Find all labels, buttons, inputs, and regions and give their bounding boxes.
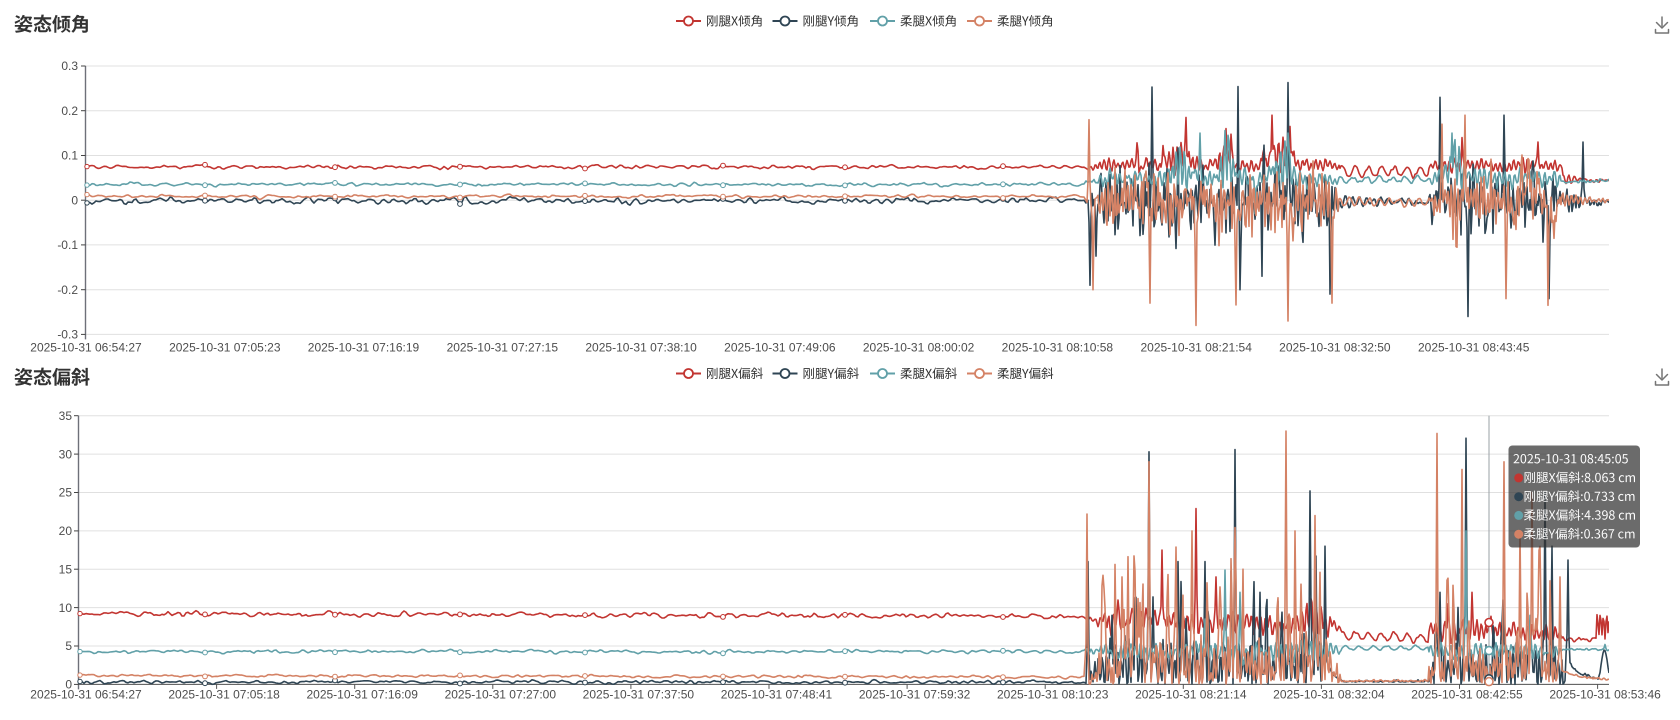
svg-text:2025-10-31 08:10:58: 2025-10-31 08:10:58 <box>1002 341 1114 355</box>
svg-text:2025-10-31 08:21:14: 2025-10-31 08:21:14 <box>1135 688 1247 702</box>
svg-text:2025-10-31 07:48:41: 2025-10-31 07:48:41 <box>721 688 833 702</box>
svg-text:2025-10-31 07:05:18: 2025-10-31 07:05:18 <box>168 688 280 702</box>
svg-text:35: 35 <box>59 409 73 423</box>
svg-text:0: 0 <box>65 678 72 692</box>
svg-text:2025-10-31 07:38:10: 2025-10-31 07:38:10 <box>585 341 697 355</box>
svg-text:5: 5 <box>65 639 72 653</box>
svg-text:2025-10-31 08:43:45: 2025-10-31 08:43:45 <box>1418 341 1530 355</box>
svg-text:2025-10-31 08:21:54: 2025-10-31 08:21:54 <box>1140 341 1252 355</box>
svg-text:10: 10 <box>59 601 73 615</box>
svg-text:2025-10-31 08:10:23: 2025-10-31 08:10:23 <box>997 688 1109 702</box>
svg-text:20: 20 <box>59 524 73 538</box>
svg-text:2025-10-31 08:53:46: 2025-10-31 08:53:46 <box>1549 688 1661 702</box>
svg-text:0: 0 <box>71 193 78 207</box>
svg-text:2025-10-31 07:27:15: 2025-10-31 07:27:15 <box>447 341 559 355</box>
svg-text:2025-10-31 08:42:55: 2025-10-31 08:42:55 <box>1411 688 1523 702</box>
svg-text:2025-10-31 08:00:02: 2025-10-31 08:00:02 <box>863 341 975 355</box>
svg-text:2025-10-31 07:59:32: 2025-10-31 07:59:32 <box>859 688 971 702</box>
svg-text:15: 15 <box>59 562 73 576</box>
svg-text:0.2: 0.2 <box>61 104 78 118</box>
svg-text:-0.3: -0.3 <box>57 328 78 342</box>
svg-text:2025-10-31 08:32:04: 2025-10-31 08:32:04 <box>1273 688 1385 702</box>
svg-text:30: 30 <box>59 447 73 461</box>
svg-text:0.1: 0.1 <box>61 149 78 163</box>
svg-text:2025-10-31 07:27:00: 2025-10-31 07:27:00 <box>445 688 557 702</box>
svg-text:0.3: 0.3 <box>61 59 78 73</box>
svg-text:-0.2: -0.2 <box>57 283 78 297</box>
svg-text:25: 25 <box>59 486 73 500</box>
svg-text:2025-10-31 07:05:23: 2025-10-31 07:05:23 <box>169 341 281 355</box>
svg-text:-0.1: -0.1 <box>57 238 78 252</box>
svg-text:2025-10-31 06:54:27: 2025-10-31 06:54:27 <box>30 341 142 355</box>
svg-text:2025-10-31 07:49:06: 2025-10-31 07:49:06 <box>724 341 836 355</box>
svg-text:2025-10-31 07:16:19: 2025-10-31 07:16:19 <box>308 341 420 355</box>
svg-text:2025-10-31 07:37:50: 2025-10-31 07:37:50 <box>583 688 695 702</box>
svg-text:2025-10-31 06:54:27: 2025-10-31 06:54:27 <box>30 688 142 702</box>
svg-text:2025-10-31 07:16:09: 2025-10-31 07:16:09 <box>306 688 418 702</box>
svg-text:2025-10-31 08:32:50: 2025-10-31 08:32:50 <box>1279 341 1391 355</box>
